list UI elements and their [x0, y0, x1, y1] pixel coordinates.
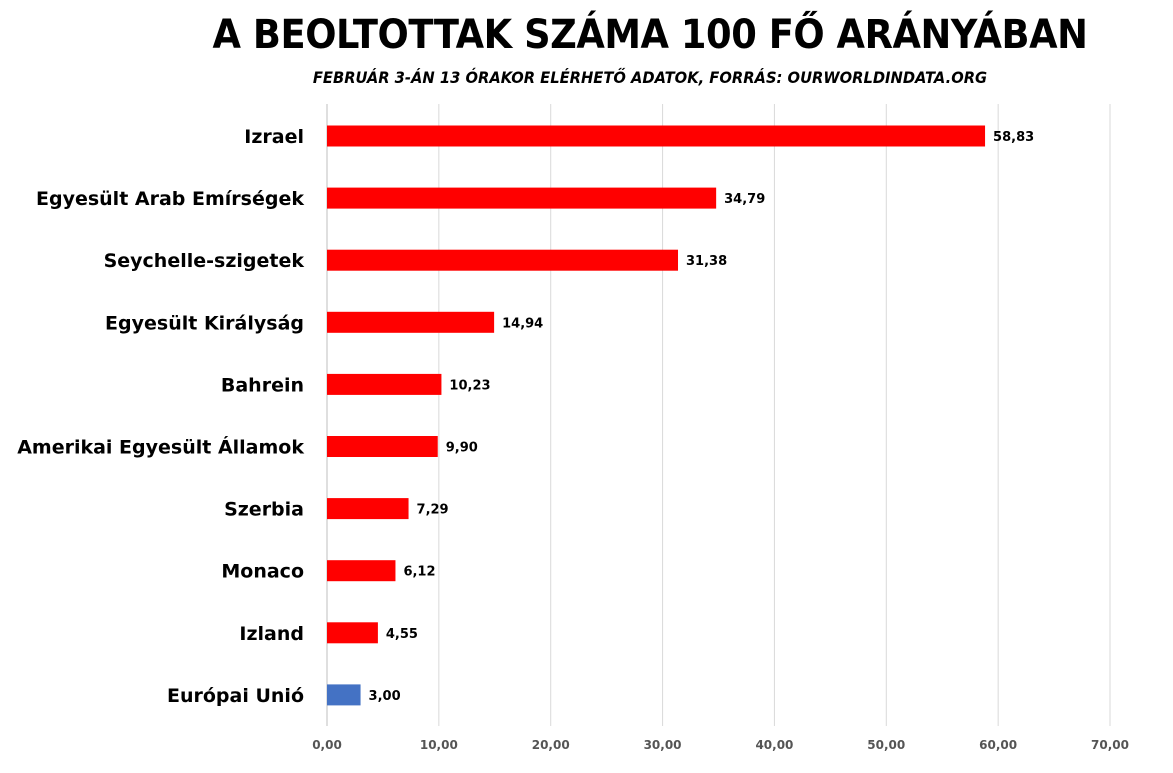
bar-6 [327, 498, 409, 520]
bar-9 [327, 684, 361, 706]
bar-1 [327, 187, 717, 209]
category-label-0: Izrael [244, 126, 304, 148]
category-label-5: Amerikai Egyesült Államok [17, 436, 304, 459]
value-label-8: 4,55 [386, 627, 418, 642]
x-tick-label-7: 70,00 [1091, 738, 1129, 752]
category-label-6: Szerbia [224, 499, 304, 521]
value-label-6: 7,29 [417, 503, 449, 518]
category-label-7: Monaco [221, 561, 304, 583]
value-label-9: 3,00 [369, 689, 401, 704]
value-label-2: 31,38 [686, 254, 727, 269]
value-label-0: 58,83 [993, 130, 1034, 145]
x-tick-label-3: 30,00 [644, 738, 682, 752]
bar-7 [327, 560, 396, 582]
x-tick-label-2: 20,00 [532, 738, 570, 752]
value-label-1: 34,79 [724, 192, 765, 207]
category-label-1: Egyesült Arab Emírségek [36, 188, 304, 210]
value-label-3: 14,94 [502, 316, 543, 331]
category-label-2: Seychelle-szigetek [104, 250, 305, 272]
value-label-4: 10,23 [449, 378, 490, 393]
bar-3 [327, 311, 495, 333]
value-label-7: 6,12 [403, 565, 435, 580]
category-label-8: Izland [239, 623, 304, 645]
category-label-9: Európai Unió [167, 685, 304, 707]
x-tick-label-4: 40,00 [755, 738, 793, 752]
x-tick-label-1: 10,00 [420, 738, 458, 752]
bar-8 [327, 622, 378, 644]
x-tick-label-0: 0,00 [312, 738, 342, 752]
value-label-5: 9,90 [446, 441, 478, 456]
category-label-3: Egyesült Királyság [105, 312, 304, 334]
bar-5 [327, 436, 438, 457]
category-label-4: Bahrein [221, 374, 304, 396]
bar-4 [327, 373, 442, 395]
x-tick-label-6: 60,00 [979, 738, 1017, 752]
bar-2 [327, 249, 679, 271]
chart-title: A BEOLTOTTAK SZÁMA 100 FŐ ARÁNYÁBAN [212, 12, 1088, 58]
chart-subtitle: FEBRUÁR 3-ÁN 13 ÓRAKOR ELÉRHETŐ ADATOK, … [312, 68, 988, 87]
x-tick-label-5: 50,00 [867, 738, 905, 752]
bar-0 [327, 125, 986, 147]
